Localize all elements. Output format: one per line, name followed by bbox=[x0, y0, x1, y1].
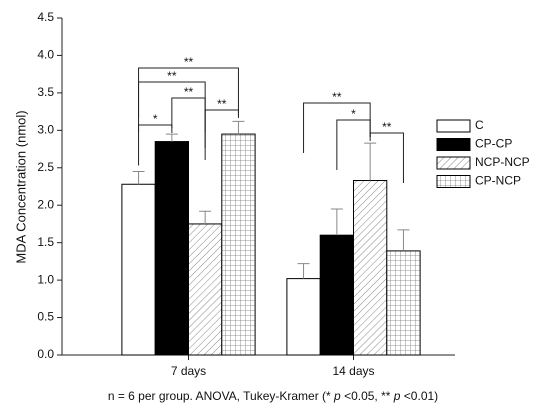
significance-bracket bbox=[138, 124, 173, 166]
legend-label: C bbox=[475, 118, 484, 132]
bar bbox=[121, 183, 156, 356]
significance-bracket bbox=[138, 67, 239, 118]
significance-label: * bbox=[351, 107, 356, 121]
y-tick-label: 2.5 bbox=[37, 160, 54, 174]
significance-bracket bbox=[171, 97, 206, 148]
y-tick-label: 1.0 bbox=[37, 272, 54, 286]
bar bbox=[286, 278, 321, 356]
note-part: p bbox=[333, 389, 341, 403]
note-part: p bbox=[393, 389, 401, 403]
significance-label: ** bbox=[167, 69, 177, 83]
legend-swatch bbox=[436, 138, 471, 151]
significance-bracket bbox=[336, 119, 371, 170]
error-bar bbox=[330, 208, 343, 236]
error-bar bbox=[132, 171, 145, 185]
error-bar bbox=[297, 263, 310, 279]
bar bbox=[386, 250, 421, 356]
y-tick-label: 4.0 bbox=[37, 48, 54, 62]
bar bbox=[353, 180, 388, 356]
error-bar bbox=[232, 120, 245, 135]
x-tick-label: 7 days bbox=[171, 364, 206, 378]
bar bbox=[154, 141, 189, 356]
error-bar bbox=[364, 142, 377, 181]
x-tick-label: 14 days bbox=[332, 364, 374, 378]
legend-label: CP-NCP bbox=[475, 174, 521, 188]
bar bbox=[188, 223, 223, 356]
footnote: n = 6 per group. ANOVA, Tukey-Kramer (* … bbox=[108, 389, 438, 403]
note-part: <0.05, ** bbox=[341, 389, 394, 403]
bar bbox=[319, 234, 355, 356]
legend-label: NCP-NCP bbox=[475, 155, 530, 169]
error-bar bbox=[165, 133, 178, 142]
y-tick-label: 0.0 bbox=[37, 347, 54, 361]
significance-label: ** bbox=[382, 120, 392, 134]
y-tick-label: 4.5 bbox=[37, 10, 54, 24]
y-axis-label: MDA Concentration (nmol) bbox=[13, 110, 28, 263]
error-bar bbox=[199, 210, 212, 224]
y-tick-label: 3.5 bbox=[37, 85, 54, 99]
significance-label: * bbox=[153, 112, 158, 126]
significance-label: ** bbox=[184, 55, 194, 69]
legend-swatch bbox=[436, 156, 471, 170]
error-bar bbox=[397, 229, 410, 251]
significance-bracket bbox=[369, 132, 404, 183]
y-tick-label: 2.0 bbox=[37, 197, 54, 211]
note-part: n = 6 per group. ANOVA, Tukey-Kramer (* bbox=[108, 389, 334, 403]
legend-label: CP-CP bbox=[475, 137, 512, 151]
significance-label: ** bbox=[332, 90, 342, 104]
significance-label: ** bbox=[184, 85, 194, 99]
y-tick-label: 1.5 bbox=[37, 235, 54, 249]
y-tick-label: 0.5 bbox=[37, 310, 54, 324]
bar bbox=[221, 133, 256, 356]
significance-label: ** bbox=[217, 97, 227, 111]
y-tick-label: 3.0 bbox=[37, 123, 54, 137]
legend-swatch bbox=[436, 175, 471, 188]
note-part: <0.01) bbox=[400, 389, 438, 403]
legend-swatch bbox=[436, 119, 471, 133]
